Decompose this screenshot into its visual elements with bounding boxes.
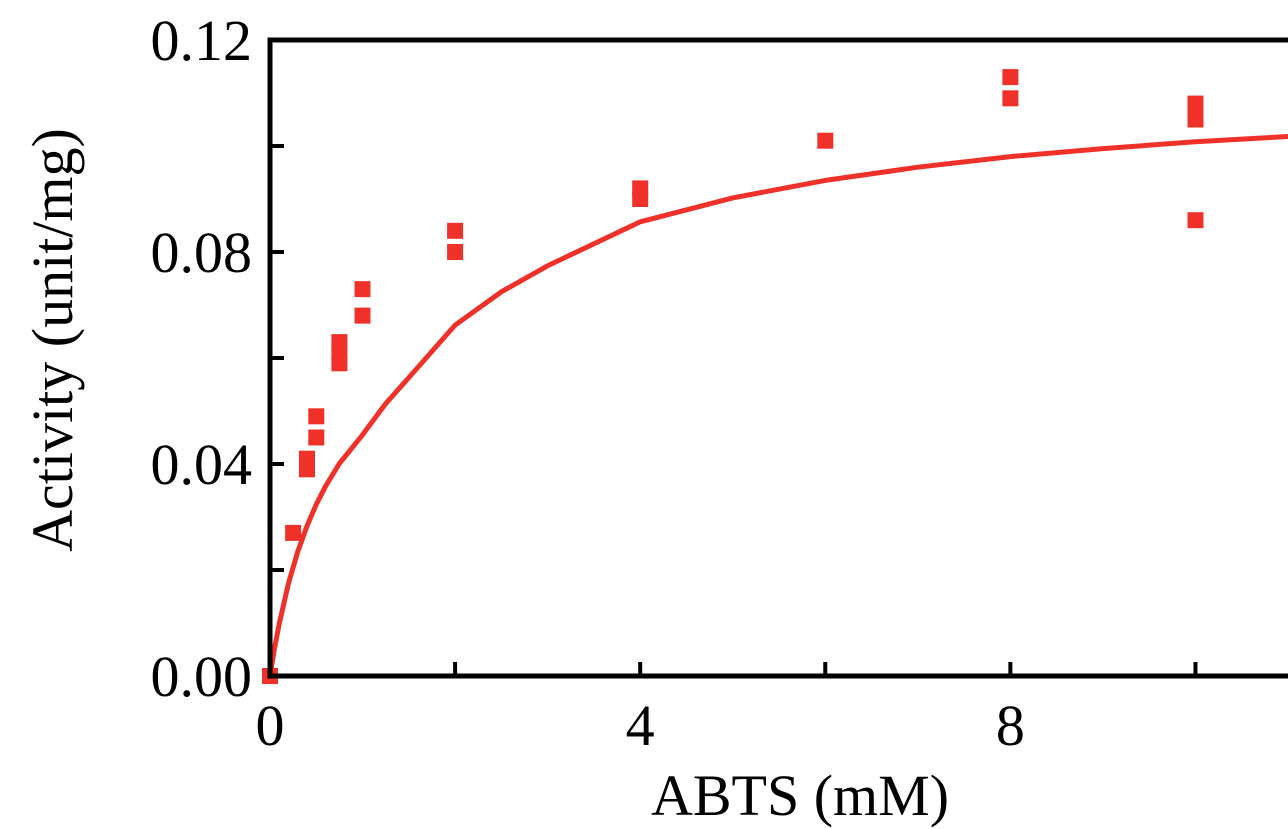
- data-point-16: [1002, 90, 1019, 107]
- data-point-5: [308, 408, 325, 425]
- data-points-layer: [262, 69, 1204, 684]
- data-point-9: [354, 307, 371, 324]
- x-tick-label-4: 8: [996, 693, 1025, 758]
- data-point-3: [299, 450, 315, 467]
- data-point-8: [331, 334, 348, 351]
- x-tick-label-2: 4: [626, 693, 655, 758]
- axes-layer: [267, 37, 1288, 679]
- y-tick-label-4: 0.08: [151, 220, 253, 285]
- data-point-11: [447, 244, 464, 260]
- y-tick-label-0: 0.00: [151, 644, 253, 709]
- labels-layer: 0 4 8 0.00 0.04 0.08 0.12: [151, 8, 1025, 758]
- data-point-20: [1187, 95, 1204, 112]
- fit-curve: [267, 134, 1288, 677]
- data-point-19: [1187, 111, 1204, 128]
- x-axis-title: ABTS (mM): [651, 763, 949, 828]
- data-point-14: [632, 180, 649, 197]
- x-tick-label-0: 0: [256, 693, 285, 758]
- data-point-10: [354, 281, 371, 298]
- data-point-4: [308, 429, 325, 446]
- y-axis-title: Activity (unit/mg): [20, 128, 85, 552]
- data-point-12: [447, 222, 464, 239]
- y-tick-label-6: 0.12: [151, 8, 253, 73]
- data-point-17: [1002, 69, 1019, 86]
- fit-curve-layer: [267, 134, 1288, 677]
- data-point-18: [1187, 212, 1204, 229]
- data-point-15: [817, 132, 834, 149]
- y-tick-label-2: 0.04: [151, 432, 253, 497]
- data-point-1: [285, 524, 302, 541]
